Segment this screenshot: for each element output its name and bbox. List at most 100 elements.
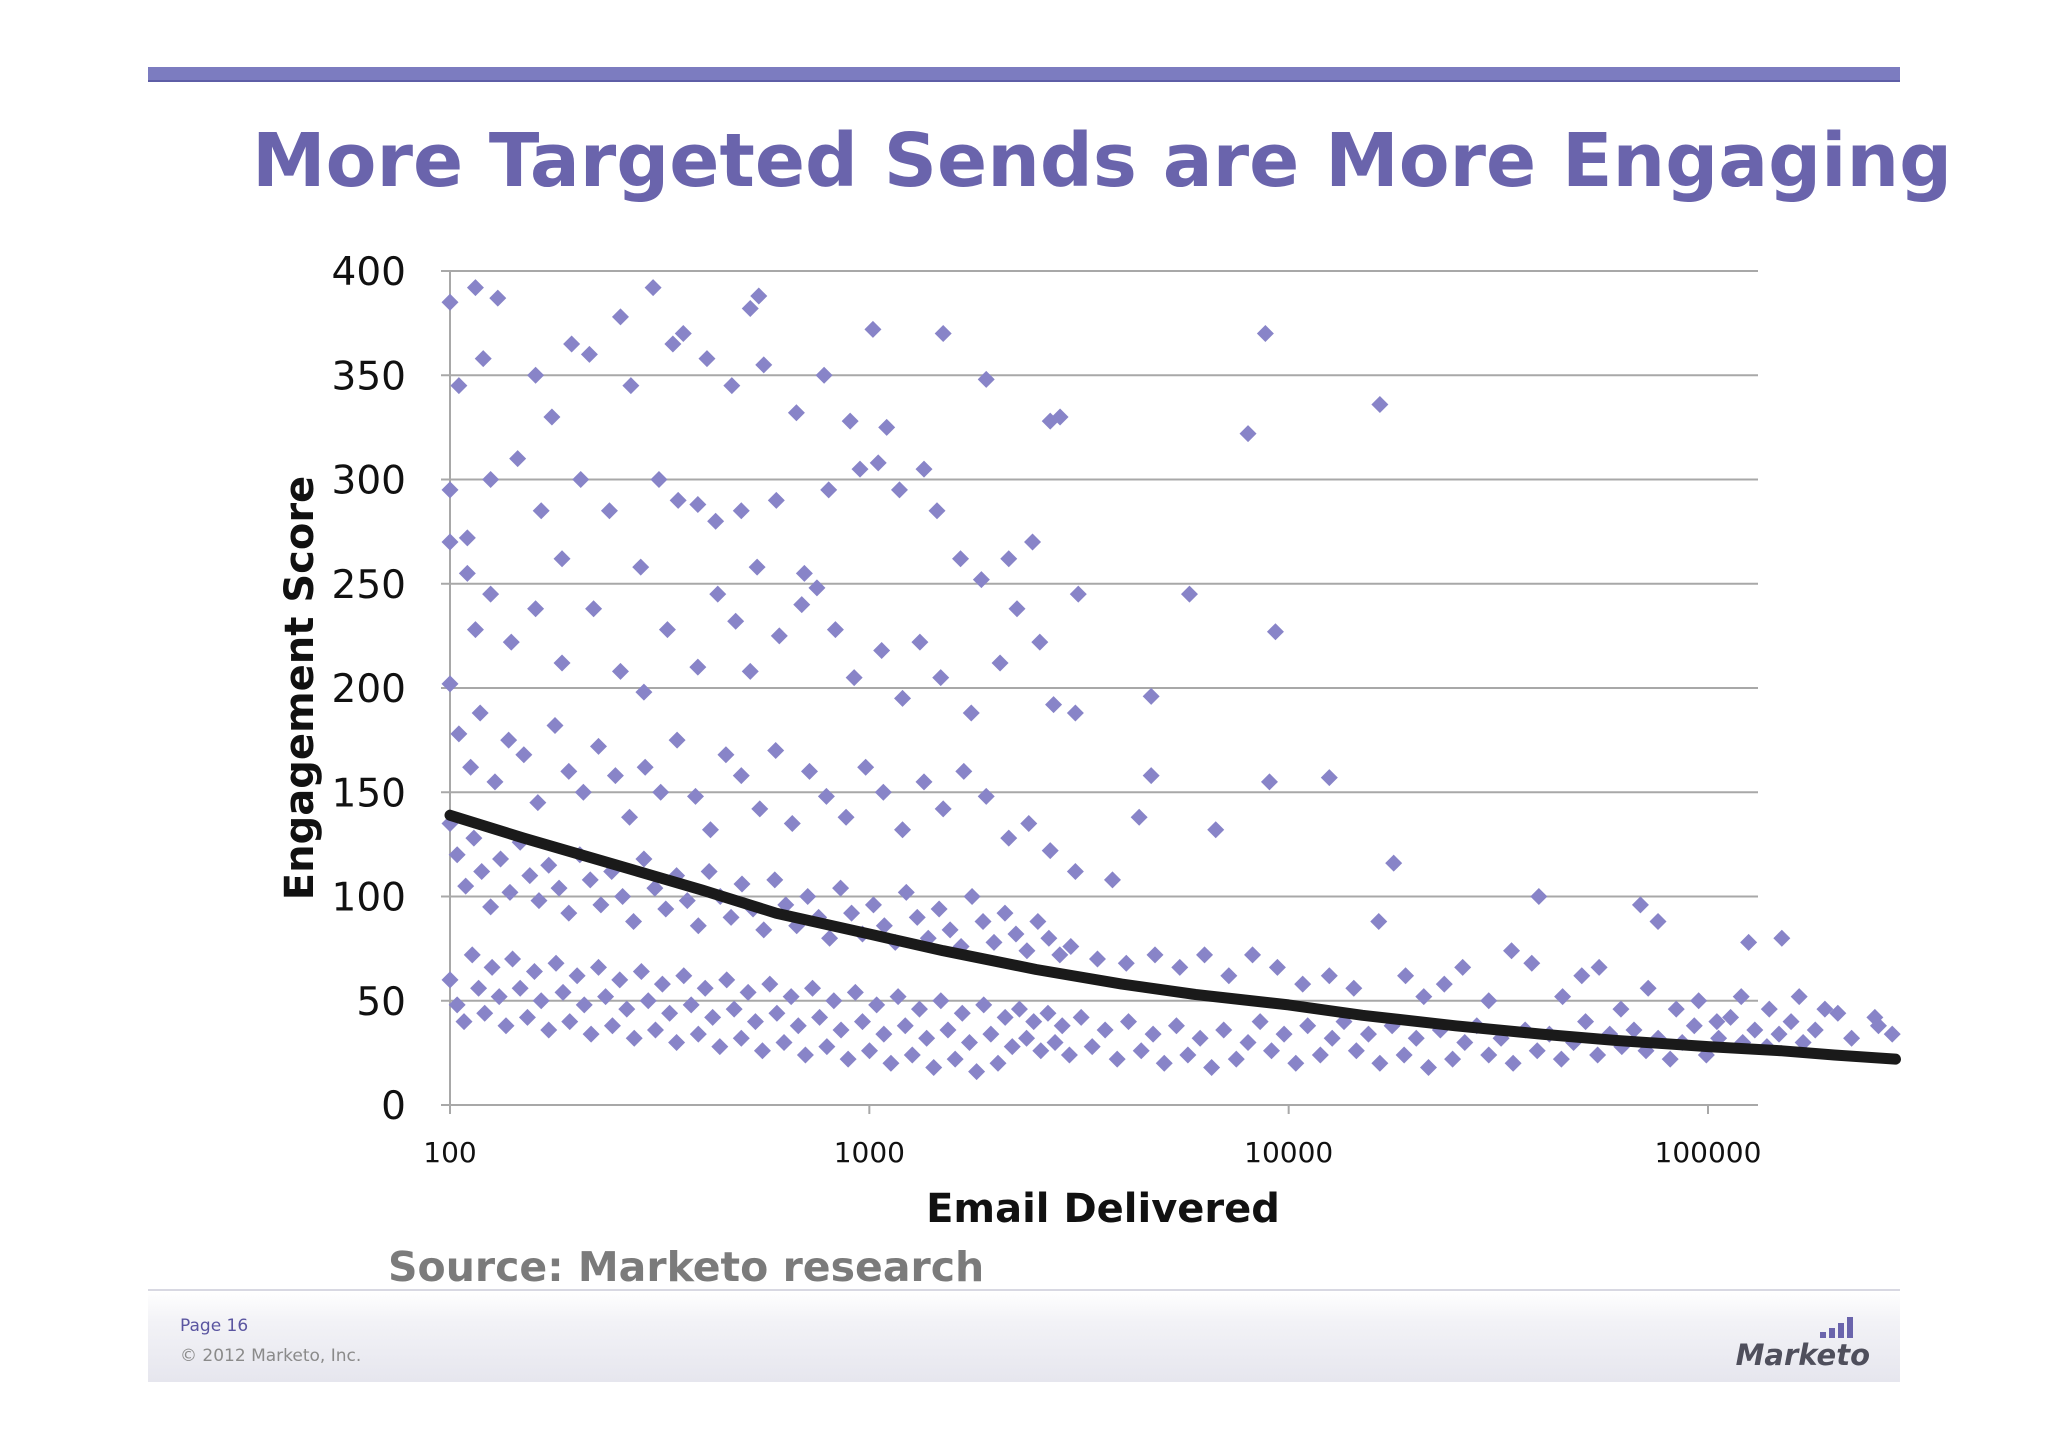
scatter-point — [953, 1004, 971, 1022]
scatter-point — [1573, 967, 1591, 985]
scatter-point — [668, 731, 686, 749]
scatter-point — [1003, 1038, 1021, 1056]
scatter-point — [1088, 950, 1106, 968]
scatter-point — [1142, 687, 1160, 705]
scatter-point — [946, 1050, 964, 1068]
y-tick-label: 200 — [332, 667, 406, 712]
scatter-point — [621, 808, 639, 826]
scatter-point — [1239, 425, 1257, 443]
scatter-point — [1590, 958, 1608, 976]
scatter-point — [818, 1038, 836, 1056]
scatter-point — [801, 762, 819, 780]
scatter-point — [1239, 1033, 1257, 1051]
scatter-point — [646, 879, 664, 897]
scatter-point — [1045, 696, 1063, 714]
scatter-point — [874, 783, 892, 801]
scatter-point — [540, 1021, 558, 1039]
scatter-point — [972, 571, 990, 589]
scatter-point — [841, 412, 859, 430]
scatter-point — [1359, 1025, 1377, 1043]
scatter-point — [497, 1017, 515, 1035]
scatter-point — [1010, 1000, 1028, 1018]
scatter-point — [1000, 829, 1018, 847]
scatter-point — [465, 829, 483, 847]
scatter-point — [915, 460, 933, 478]
trend-line-group — [444, 809, 1901, 1065]
scatter-point — [952, 550, 970, 568]
y-tick-label: 150 — [332, 771, 406, 816]
scatter-point — [751, 800, 769, 818]
scatter-point — [723, 377, 741, 395]
scatter-point — [466, 621, 484, 639]
scatter-point — [554, 983, 572, 1001]
x-tick-label: 10000 — [1244, 1136, 1333, 1169]
x-axis-title: Email Delivered — [926, 1186, 1280, 1232]
scatter-point — [441, 293, 459, 311]
scatter-point — [501, 883, 519, 901]
scatter-point — [1007, 925, 1025, 943]
scatter-point — [783, 815, 801, 833]
scatter-point — [704, 1008, 722, 1026]
scatter-point — [1103, 871, 1121, 889]
scatter-point — [1649, 913, 1667, 931]
scatter-point — [955, 762, 973, 780]
scatter-point — [635, 683, 653, 701]
scatter-point — [1869, 1017, 1887, 1035]
scatter-point — [878, 418, 896, 436]
scatter-point — [1020, 815, 1038, 833]
scatter-point — [1130, 808, 1148, 826]
scatter-point — [1732, 988, 1750, 1006]
scatter-point — [1456, 1033, 1474, 1051]
scatter-point — [787, 404, 805, 422]
scatter-point — [1347, 1042, 1365, 1060]
scatter-point — [1480, 1046, 1498, 1064]
scatter-point — [799, 888, 817, 905]
scatter-point — [1191, 1029, 1209, 1047]
scatter-point — [864, 896, 882, 914]
scatter-point — [474, 350, 492, 368]
scatter-point — [581, 871, 599, 889]
y-tick-label: 400 — [332, 250, 406, 295]
scatter-point — [1041, 842, 1059, 860]
scatter-point — [975, 996, 993, 1014]
scatter-point — [1072, 1008, 1090, 1026]
scatter-point — [1612, 1000, 1630, 1018]
scatter-point — [532, 502, 550, 520]
scatter-point — [1167, 1017, 1185, 1035]
scatter-point — [668, 1033, 686, 1051]
scatter-point — [1299, 1017, 1317, 1035]
scatter-point — [718, 971, 736, 989]
scatter-point — [910, 1000, 928, 1018]
scatter-point — [1029, 913, 1047, 931]
scatter-point — [652, 783, 670, 801]
scatter-point — [518, 1008, 536, 1026]
page-number: Page 16 — [180, 1316, 249, 1336]
scatter-point — [982, 1025, 1000, 1043]
scatter-point — [646, 1021, 664, 1039]
scatter-point — [832, 1021, 850, 1039]
top-accent-rule — [148, 67, 1900, 82]
scatter-point — [789, 1017, 807, 1035]
scatter-point — [547, 954, 565, 972]
scatter-point — [1503, 942, 1521, 960]
scatter-point — [1268, 958, 1286, 976]
scatter-point — [580, 345, 598, 363]
scatter-point — [1528, 1042, 1546, 1060]
scatter-point — [1000, 550, 1018, 568]
scatter-point — [1018, 942, 1036, 960]
scatter-point — [861, 1042, 879, 1060]
tick-labels: 0 50 100 150 200 250 300 350 400 100 1000 10000 1000… — [332, 250, 1762, 1169]
scatter-point — [1806, 1021, 1824, 1039]
scatter-point — [873, 641, 891, 659]
scatter-point — [846, 983, 864, 1001]
scatter-point — [611, 308, 629, 326]
scatter-point — [1215, 1021, 1233, 1039]
scatter-point — [968, 1063, 986, 1081]
scatter-point — [1661, 1050, 1679, 1068]
scatter-point — [1053, 1017, 1071, 1035]
scatter-point — [963, 888, 981, 905]
scatter-point — [532, 992, 550, 1010]
scatter-point — [1385, 854, 1403, 872]
scatter-point — [1171, 958, 1189, 976]
scatter-point — [1444, 1050, 1462, 1068]
